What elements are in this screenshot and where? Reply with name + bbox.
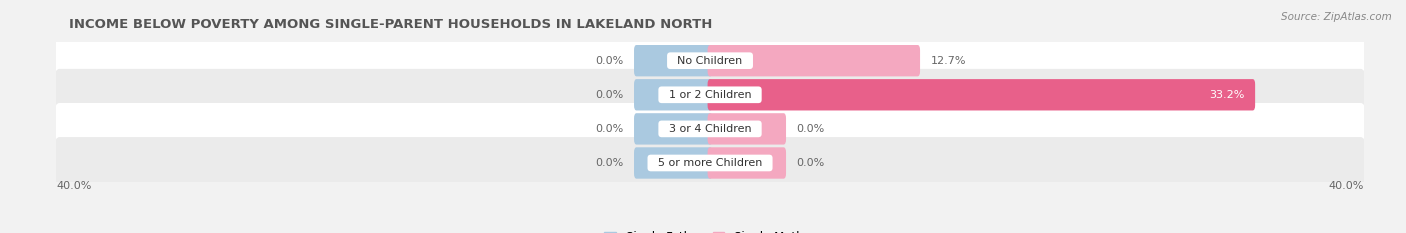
FancyBboxPatch shape: [707, 113, 786, 144]
Text: 33.2%: 33.2%: [1209, 90, 1244, 100]
FancyBboxPatch shape: [55, 69, 1365, 121]
FancyBboxPatch shape: [707, 147, 786, 179]
Text: 0.0%: 0.0%: [595, 158, 623, 168]
Text: INCOME BELOW POVERTY AMONG SINGLE-PARENT HOUSEHOLDS IN LAKELAND NORTH: INCOME BELOW POVERTY AMONG SINGLE-PARENT…: [69, 18, 713, 31]
FancyBboxPatch shape: [634, 79, 713, 110]
FancyBboxPatch shape: [55, 137, 1365, 189]
Text: Source: ZipAtlas.com: Source: ZipAtlas.com: [1281, 12, 1392, 22]
Text: 5 or more Children: 5 or more Children: [651, 158, 769, 168]
Text: No Children: No Children: [671, 56, 749, 66]
Text: 40.0%: 40.0%: [1329, 181, 1364, 191]
FancyBboxPatch shape: [634, 147, 713, 179]
Legend: Single Father, Single Mother: Single Father, Single Mother: [600, 226, 820, 233]
FancyBboxPatch shape: [634, 45, 713, 76]
Text: 40.0%: 40.0%: [56, 181, 91, 191]
Text: 1 or 2 Children: 1 or 2 Children: [662, 90, 758, 100]
Text: 12.7%: 12.7%: [931, 56, 966, 66]
Text: 3 or 4 Children: 3 or 4 Children: [662, 124, 758, 134]
FancyBboxPatch shape: [55, 35, 1365, 87]
FancyBboxPatch shape: [634, 113, 713, 144]
Text: 0.0%: 0.0%: [595, 90, 623, 100]
Text: 0.0%: 0.0%: [797, 158, 825, 168]
FancyBboxPatch shape: [55, 103, 1365, 155]
FancyBboxPatch shape: [707, 45, 920, 76]
Text: 0.0%: 0.0%: [595, 124, 623, 134]
Text: 0.0%: 0.0%: [797, 124, 825, 134]
FancyBboxPatch shape: [707, 79, 1256, 110]
Text: 0.0%: 0.0%: [595, 56, 623, 66]
